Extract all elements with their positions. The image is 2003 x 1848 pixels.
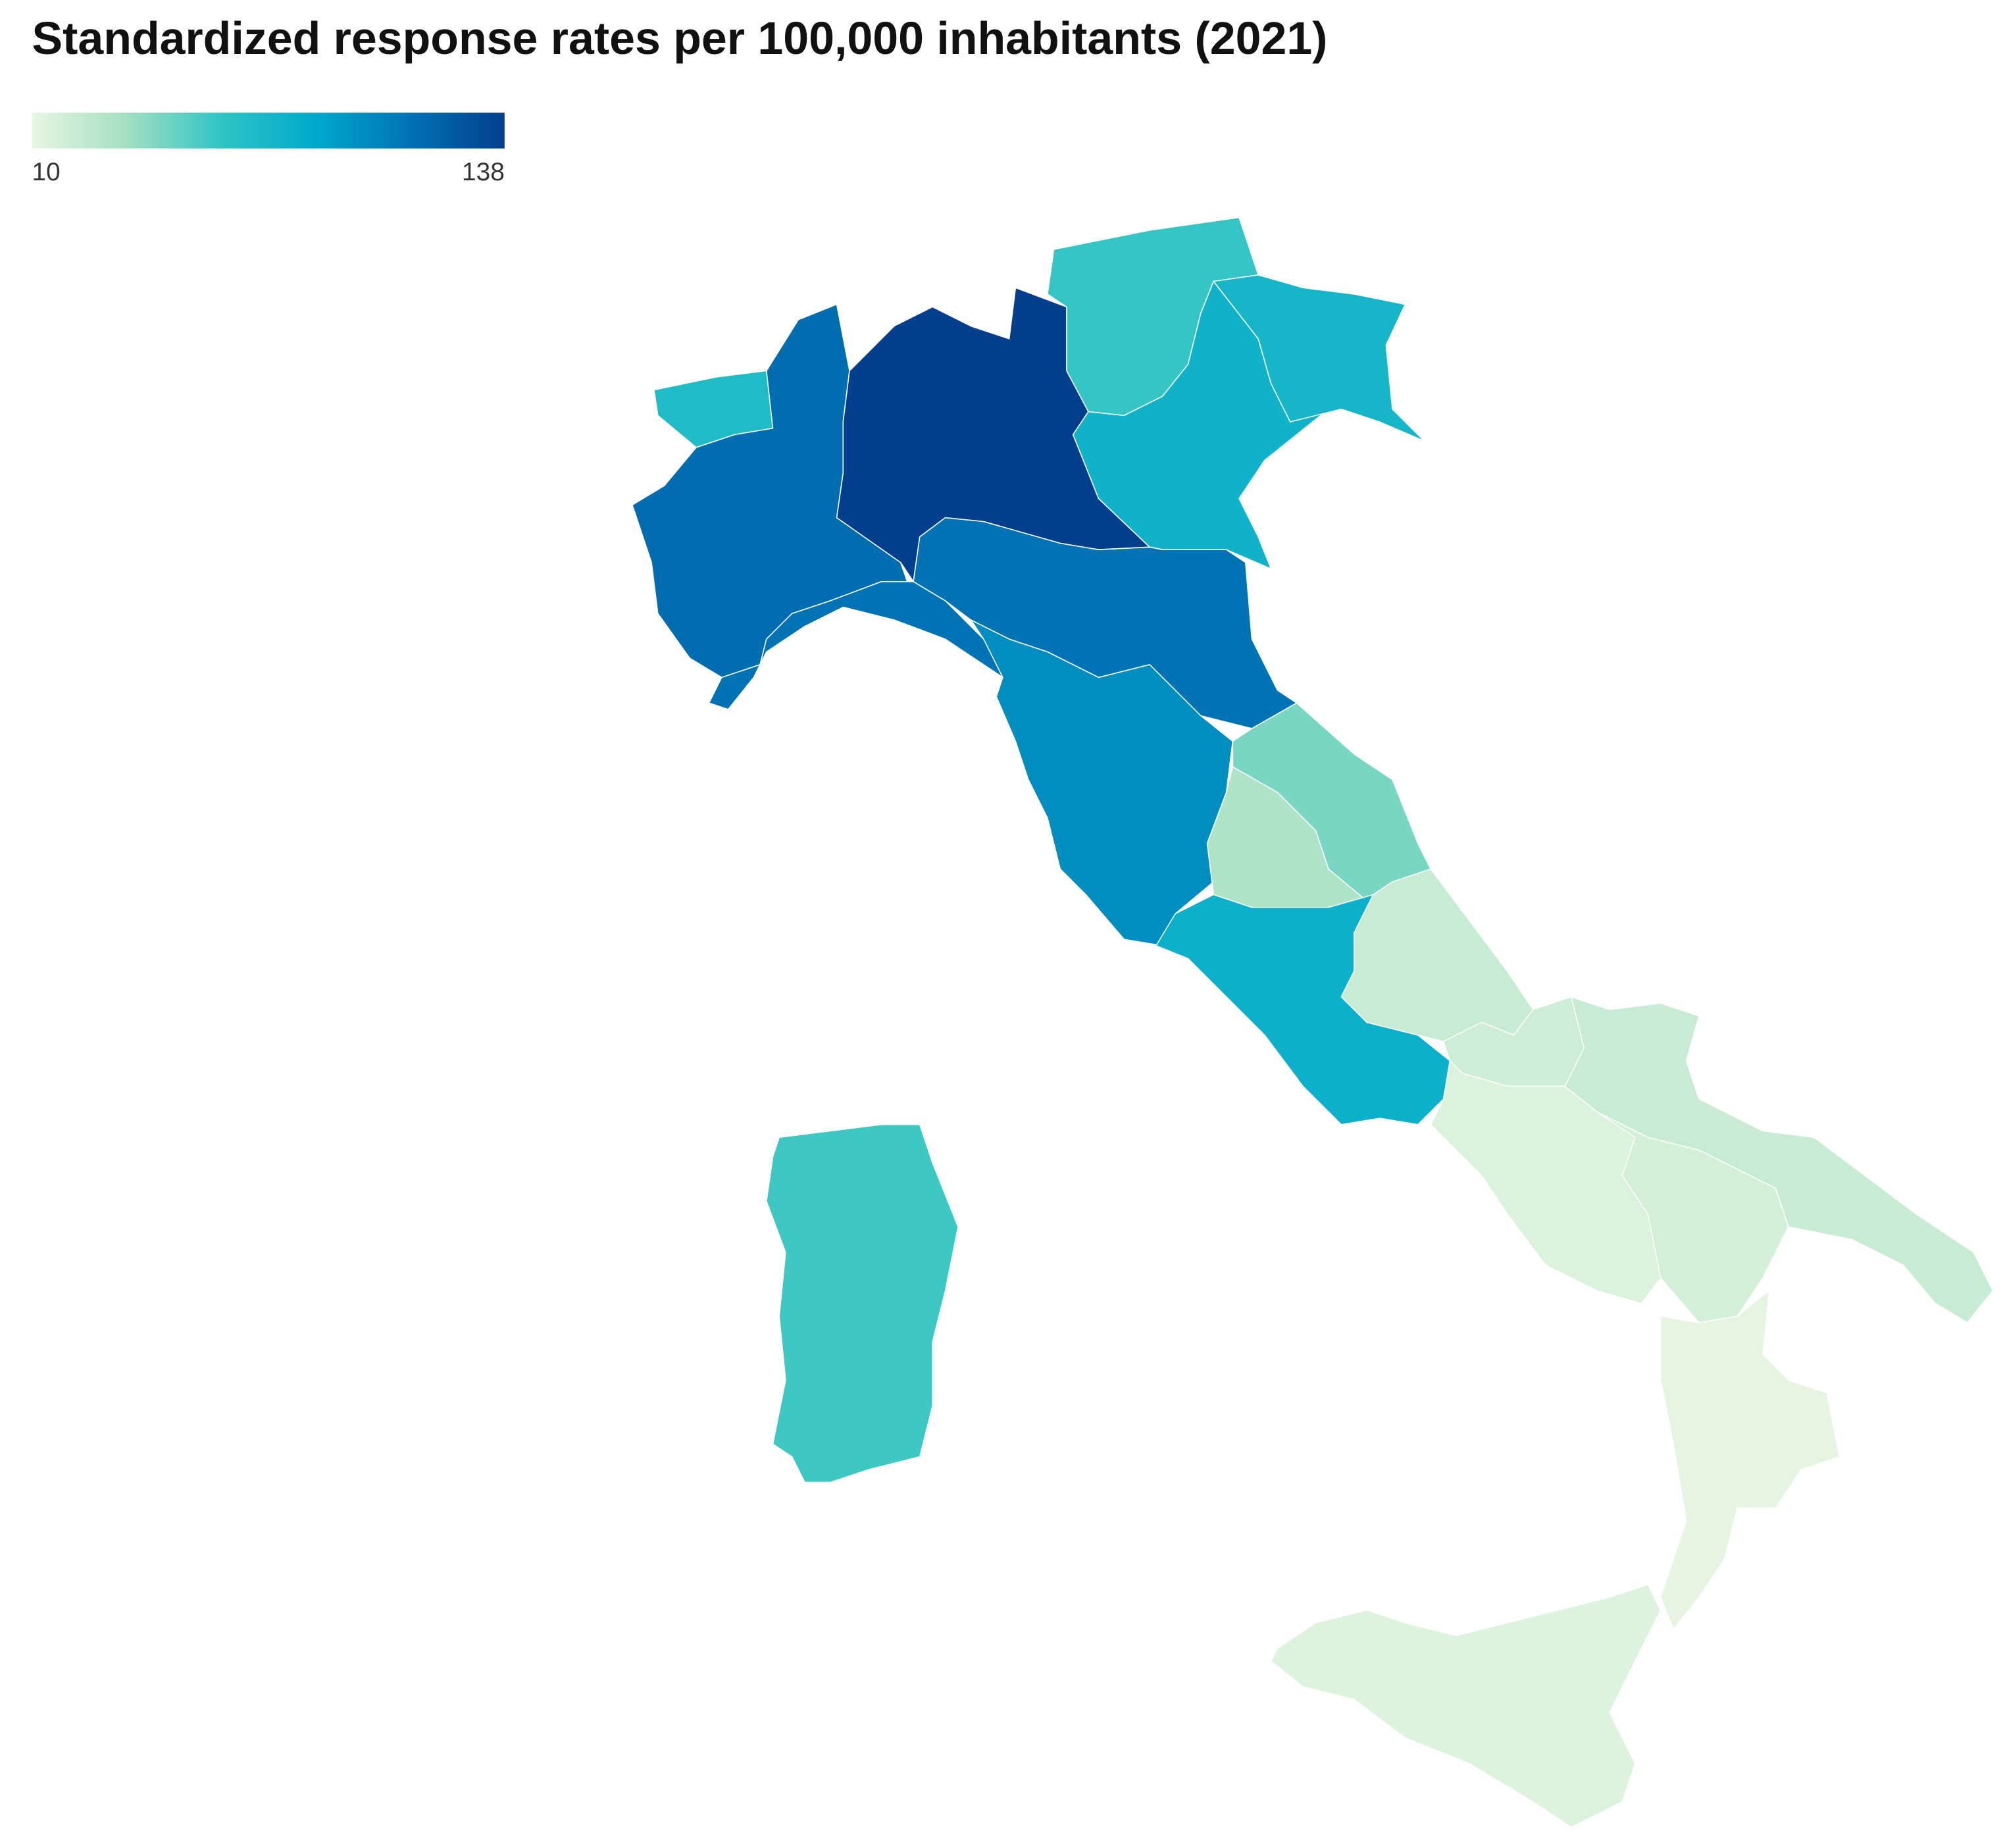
region: [708, 580, 1003, 710]
region: [1430, 1060, 1661, 1304]
region: [766, 1124, 959, 1483]
region: [1596, 1111, 1789, 1323]
color-legend-bar: [32, 113, 505, 149]
region: [1213, 274, 1425, 442]
region: [1660, 1290, 1840, 1630]
legend-tick-label: 138: [462, 158, 505, 186]
regions: [632, 217, 1994, 1828]
chart-title: Standardized response rates per 100,000 …: [32, 13, 1328, 64]
region: [1270, 1583, 1661, 1828]
legend-tick-label: 10: [32, 158, 61, 186]
